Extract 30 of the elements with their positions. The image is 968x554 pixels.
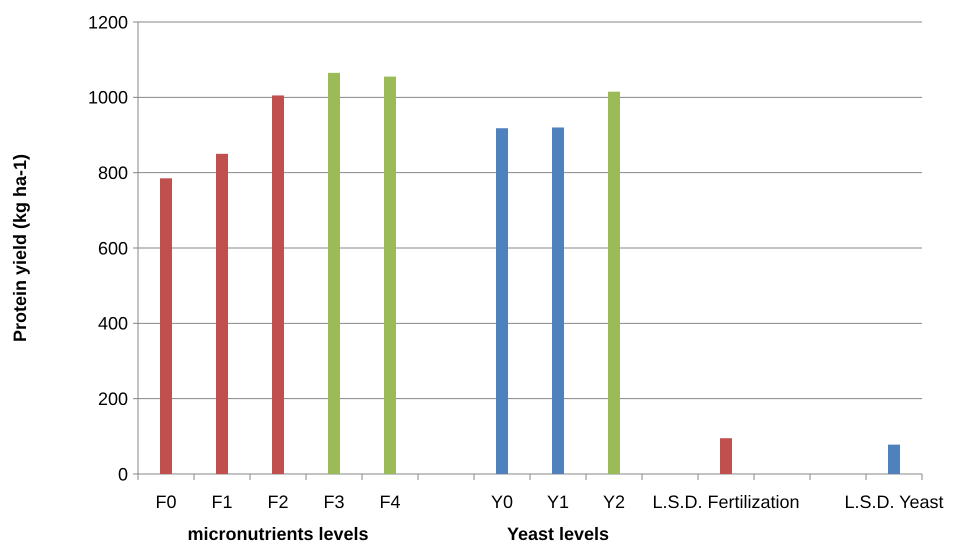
y-tick-label: 400: [98, 314, 128, 334]
y-tick-label: 0: [118, 464, 128, 484]
x-tick-label: Y2: [602, 492, 626, 512]
y-tick-label: 800: [98, 162, 128, 183]
bar: [608, 92, 620, 474]
x-tick-label: F4: [379, 492, 401, 512]
bar: [160, 178, 172, 474]
y-tick-label: 1200: [88, 12, 128, 32]
bar: [384, 76, 396, 474]
x-tick-label: F2: [267, 492, 289, 512]
bar: [216, 154, 228, 474]
text: Yeast levels: [506, 524, 610, 544]
y-tick-label: 600: [98, 238, 128, 258]
x-tick-label: L.S.D. Fertilization: [652, 492, 800, 512]
bar: [888, 444, 900, 474]
text: micronutrients levels: [187, 524, 369, 544]
bar: [328, 72, 340, 474]
bar: [272, 95, 284, 474]
x-tick-label: Y0: [490, 492, 514, 512]
x-tick-label: F1: [211, 492, 233, 512]
bar: [720, 438, 732, 474]
y-tick-label: 200: [98, 388, 128, 409]
bar: [496, 128, 508, 474]
bar: [552, 127, 564, 474]
y-axis-title: Protein yield (kg ha-1): [10, 154, 30, 342]
x-tick-label: F3: [323, 492, 345, 512]
x-tick-label: F0: [155, 492, 177, 512]
x-tick-label: Y1: [546, 492, 570, 512]
x-tick-label: L.S.D. Yeast: [844, 492, 944, 512]
y-tick-label: 1000: [88, 88, 128, 108]
